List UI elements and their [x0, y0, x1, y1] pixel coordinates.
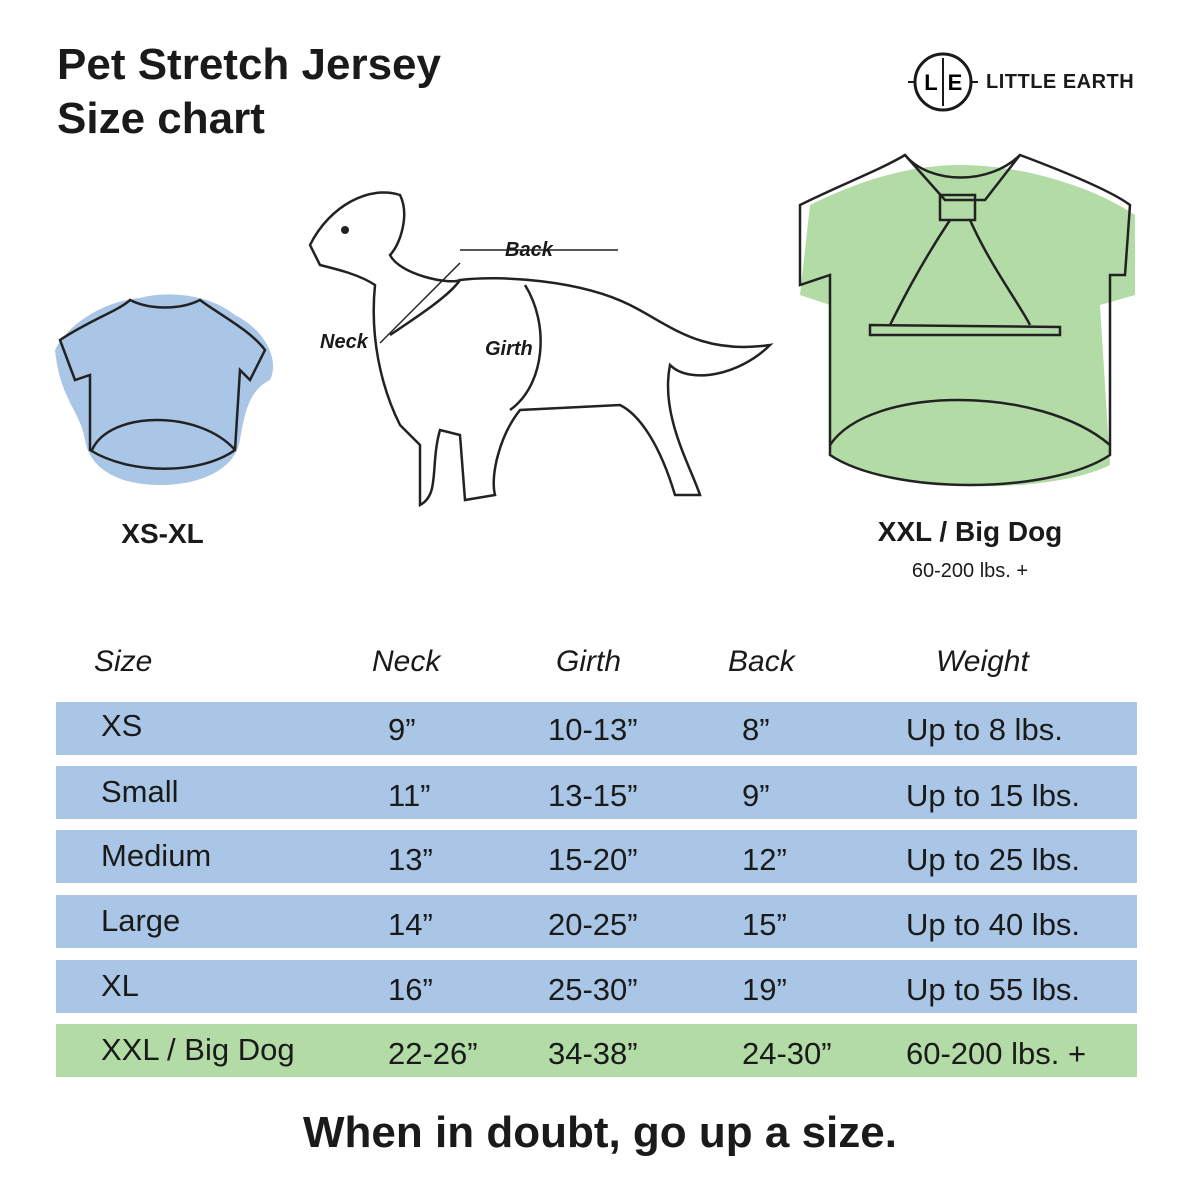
cell-weight: Up to 25 lbs. — [906, 842, 1081, 877]
cell-weight: Up to 55 lbs. — [906, 972, 1081, 1007]
cell-girth: 13-15” — [548, 778, 638, 813]
cell-size: Medium — [101, 838, 212, 873]
big-shirt-caption: XXL / Big Dog — [877, 516, 1063, 547]
table-row: Medium 13” 15-20” 12” Up to 25 lbs. — [56, 830, 1137, 883]
footer-note: When in doubt, go up a size. — [303, 1108, 897, 1157]
table-row: XS 9” 10-13” 8” Up to 8 lbs. — [56, 702, 1137, 755]
dog-label-back: Back — [505, 239, 554, 261]
header-back: Back — [728, 645, 795, 678]
cell-girth: 25-30” — [548, 972, 638, 1007]
header-neck: Neck — [372, 645, 441, 678]
cell-size: XS — [101, 708, 143, 743]
table-row: Small 11” 13-15” 9” Up to 15 lbs. — [56, 766, 1137, 819]
small-shirt-caption: XS-XL — [121, 518, 204, 549]
brand-name: LITTLE EARTH — [986, 70, 1135, 93]
cell-weight: Up to 8 lbs. — [906, 712, 1063, 747]
header-size: Size — [94, 645, 153, 678]
cell-back: 24-30” — [742, 1036, 832, 1071]
cell-neck: 16” — [388, 972, 433, 1007]
small-shirt-illustration — [55, 294, 274, 485]
header-girth: Girth — [556, 645, 622, 678]
cell-neck: 22-26” — [388, 1036, 478, 1071]
cell-girth: 15-20” — [548, 842, 638, 877]
dog-label-neck: Neck — [320, 331, 369, 353]
monogram-left: L — [924, 70, 937, 95]
brand-monogram-icon: L E — [908, 52, 978, 112]
cell-weight: Up to 40 lbs. — [906, 907, 1081, 942]
cell-weight: 60-200 lbs. + — [906, 1036, 1087, 1071]
cell-weight: Up to 15 lbs. — [906, 778, 1081, 813]
cell-neck: 13” — [388, 842, 433, 877]
title-line-1: Pet Stretch Jersey — [57, 40, 441, 89]
table-row: Large 14” 20-25” 15” Up to 40 lbs. — [56, 895, 1137, 948]
cell-size: XL — [101, 968, 139, 1003]
table-row: XL 16” 25-30” 19” Up to 55 lbs. — [56, 960, 1137, 1013]
cell-back: 9” — [742, 778, 770, 813]
cell-size: Small — [101, 774, 179, 809]
cell-back: 8” — [742, 712, 770, 747]
cell-size: XXL / Big Dog — [101, 1032, 295, 1067]
brand-logo: L E LITTLE EARTH — [908, 52, 1134, 112]
big-shirt-illustration — [798, 153, 1135, 487]
cell-neck: 14” — [388, 907, 433, 942]
title-line-2: Size chart — [57, 94, 265, 143]
cell-back: 12” — [742, 842, 787, 877]
cell-neck: 9” — [388, 712, 416, 747]
cell-girth: 20-25” — [548, 907, 638, 942]
cell-back: 19” — [742, 972, 787, 1007]
dog-illustration: Back Neck Girth — [308, 191, 774, 508]
table-row: XXL / Big Dog 22-26” 34-38” 24-30” 60-20… — [56, 1024, 1137, 1077]
page-title: Pet Stretch Jersey Size chart — [57, 38, 441, 146]
monogram-right: E — [948, 70, 963, 95]
dog-label-girth: Girth — [485, 338, 533, 360]
cell-size: Large — [101, 903, 181, 938]
cell-girth: 34-38” — [548, 1036, 638, 1071]
header-weight: Weight — [936, 645, 1029, 678]
big-shirt-subcaption: 60-200 lbs. + — [911, 560, 1029, 582]
cell-girth: 10-13” — [548, 712, 638, 747]
cell-neck: 11” — [388, 778, 431, 813]
cell-back: 15” — [742, 907, 787, 942]
